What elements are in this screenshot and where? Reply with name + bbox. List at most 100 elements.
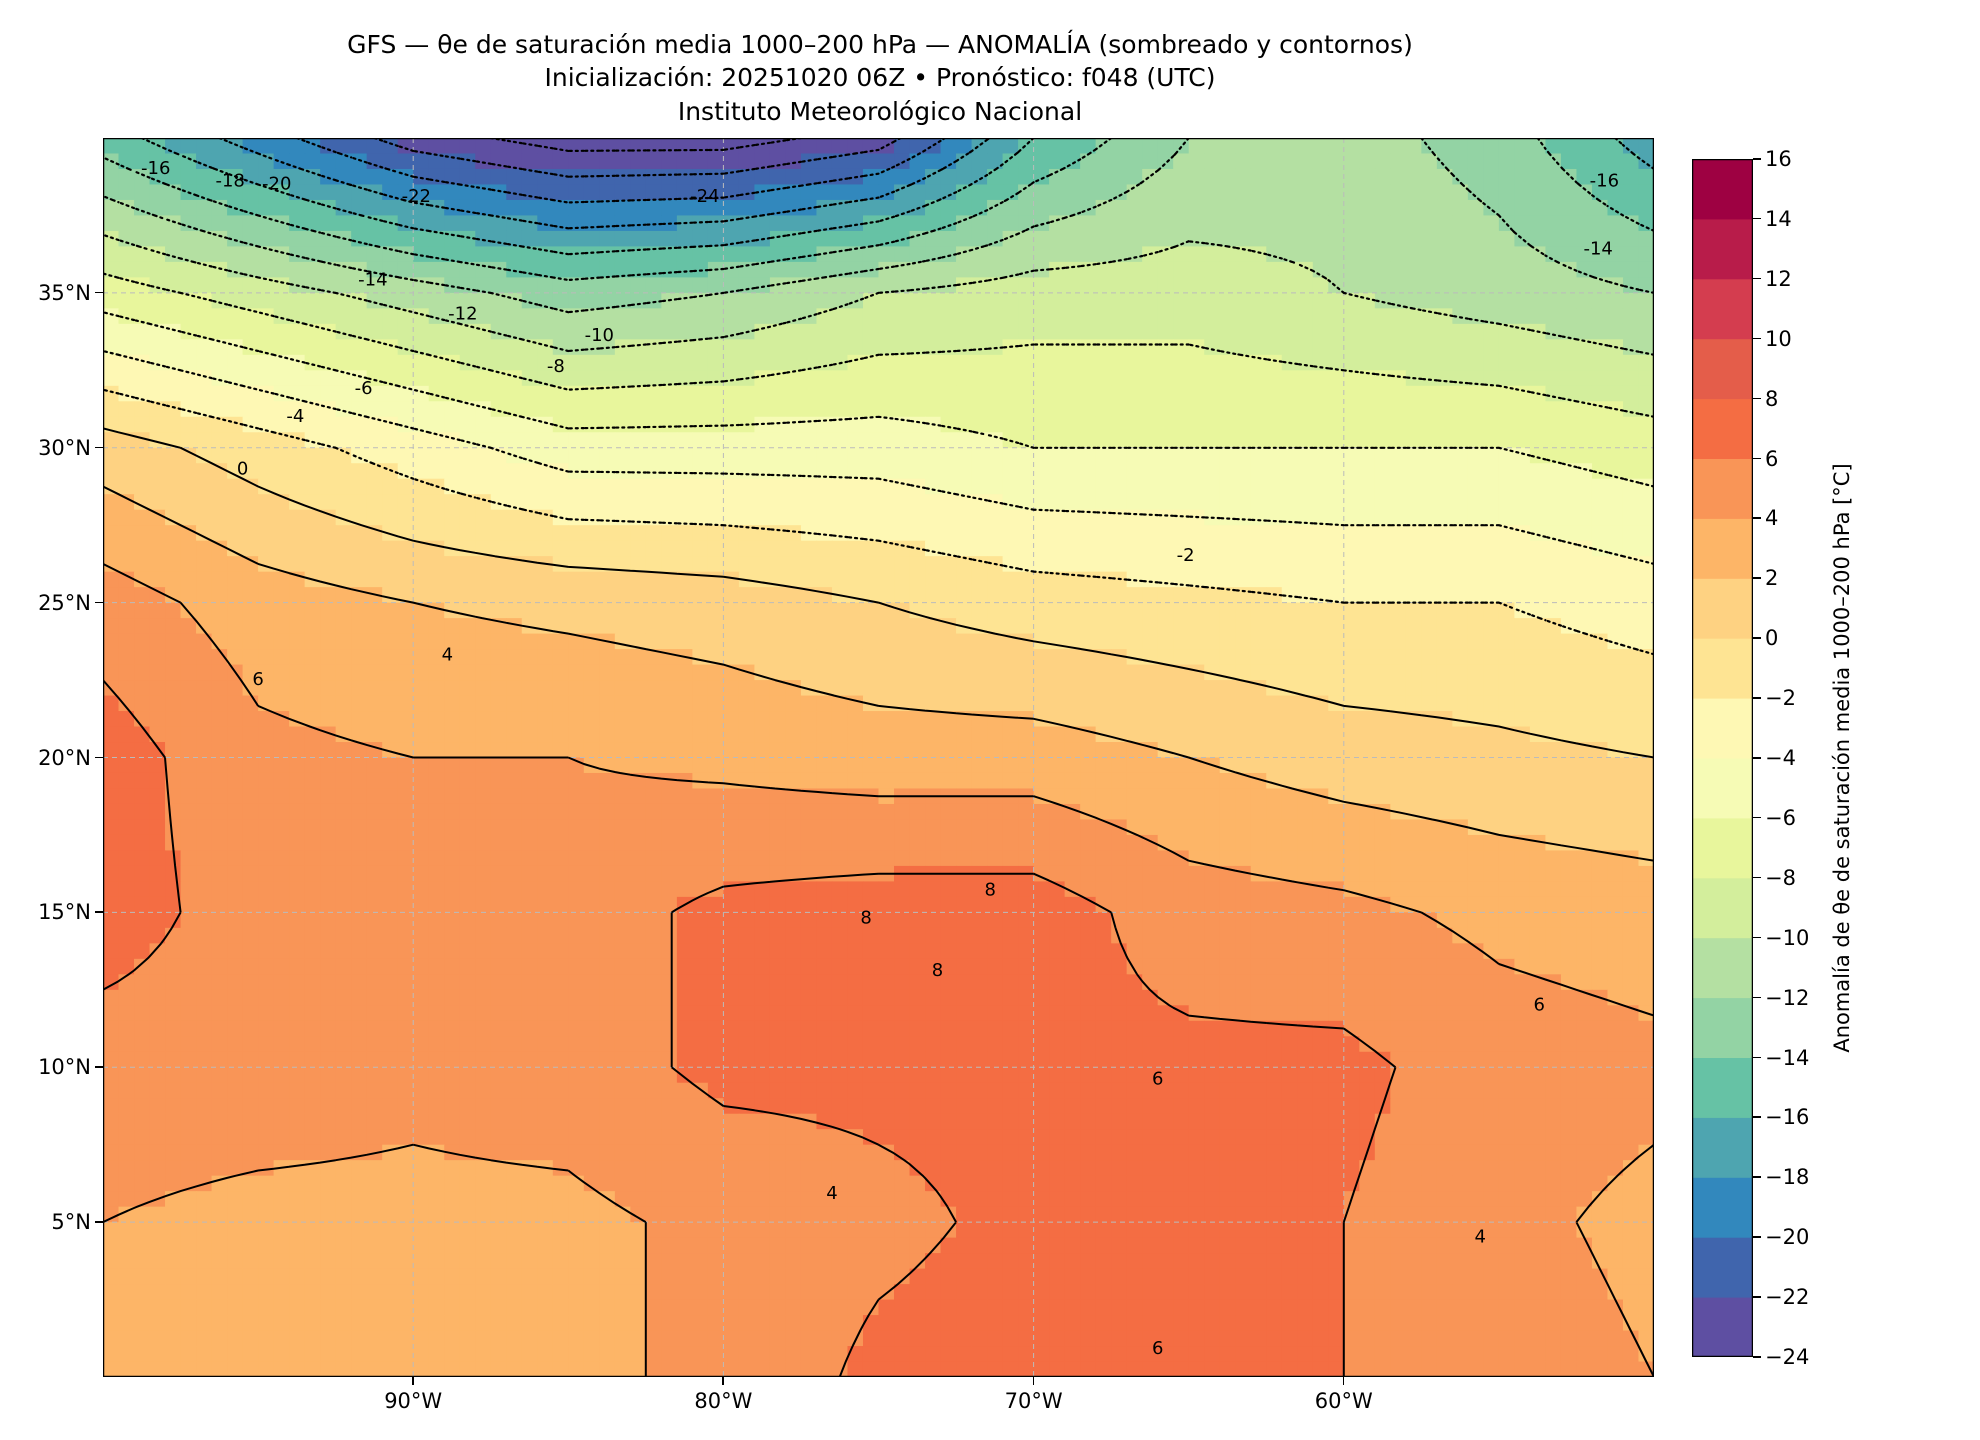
field-cell xyxy=(971,494,988,511)
field-cell xyxy=(428,587,445,604)
field-cell xyxy=(1390,757,1407,774)
field-cell xyxy=(1188,556,1205,573)
field-cell xyxy=(909,261,926,278)
field-cell xyxy=(816,865,833,882)
field-cell xyxy=(1002,277,1019,294)
field-cell xyxy=(925,246,942,263)
field-cell xyxy=(894,184,911,201)
field-cell xyxy=(506,478,523,495)
field-cell xyxy=(1049,323,1066,340)
field-cell xyxy=(1250,881,1267,898)
field-cell xyxy=(397,680,414,697)
field-cell xyxy=(785,339,802,356)
field-cell xyxy=(1080,292,1097,309)
field-cell xyxy=(118,834,135,852)
field-cell xyxy=(1173,587,1190,604)
field-cell xyxy=(521,757,538,774)
field-cell xyxy=(1607,153,1624,170)
field-cell xyxy=(1328,447,1345,464)
field-cell xyxy=(180,742,197,759)
field-cell xyxy=(1312,757,1329,774)
field-cell xyxy=(1095,602,1112,619)
field-cell xyxy=(1529,556,1547,573)
field-cell xyxy=(1111,680,1128,697)
field-cell xyxy=(335,153,352,170)
field-cell xyxy=(676,509,693,526)
field-cell xyxy=(1343,633,1360,650)
field-cell xyxy=(475,819,492,836)
field-cell xyxy=(1080,509,1097,526)
field-cell xyxy=(552,168,569,186)
field-cell xyxy=(1638,587,1654,604)
field-cell xyxy=(894,850,911,867)
field-cell xyxy=(583,649,600,666)
field-cell xyxy=(1529,509,1547,526)
field-cell xyxy=(661,478,678,495)
field-cell xyxy=(940,726,957,743)
field-cell xyxy=(1033,571,1050,588)
field-cell xyxy=(1235,788,1252,805)
field-cell xyxy=(909,525,926,542)
field-cell xyxy=(289,153,306,170)
field-cell xyxy=(289,292,306,309)
field-cell xyxy=(521,819,538,836)
field-cell xyxy=(320,339,337,356)
field-cell xyxy=(428,757,445,774)
field-cell xyxy=(506,819,523,836)
field-cell xyxy=(475,834,492,852)
field-cell xyxy=(630,509,647,526)
field-cell xyxy=(1188,199,1205,217)
field-cell xyxy=(1374,432,1391,449)
field-cell xyxy=(475,277,492,294)
field-cell xyxy=(816,509,833,526)
field-cell xyxy=(956,571,973,588)
field-cell xyxy=(1529,184,1547,201)
field-cell xyxy=(1188,463,1205,480)
field-cell xyxy=(1297,401,1314,418)
field-cell xyxy=(1576,478,1593,495)
field-cell xyxy=(1622,587,1640,604)
field-cell xyxy=(1266,633,1283,650)
field-cell xyxy=(1405,246,1422,263)
field-cell xyxy=(1080,339,1097,356)
field-cell xyxy=(428,153,445,170)
field-cell xyxy=(661,896,678,913)
field-cell xyxy=(1312,261,1329,278)
field-cell xyxy=(1452,277,1469,294)
field-cell xyxy=(428,772,445,790)
field-cell xyxy=(304,757,321,774)
field-cell xyxy=(630,277,647,294)
field-cell xyxy=(1545,478,1562,495)
field-cell xyxy=(1219,153,1236,170)
field-cell xyxy=(568,277,585,294)
field-cell xyxy=(1576,370,1593,387)
field-cell xyxy=(816,896,833,913)
field-cell xyxy=(1452,649,1469,666)
field-cell xyxy=(1483,138,1500,155)
field-cell xyxy=(1033,308,1050,325)
field-cell xyxy=(1622,695,1640,712)
field-cell xyxy=(1250,525,1267,542)
field-cell xyxy=(211,199,228,217)
field-cell xyxy=(1312,292,1329,309)
field-cell xyxy=(1390,525,1407,542)
field-cell xyxy=(987,896,1004,913)
field-cell xyxy=(1188,602,1205,619)
field-cell xyxy=(909,168,926,186)
field-cell xyxy=(940,385,957,402)
field-cell xyxy=(1064,354,1081,371)
field-cell xyxy=(552,138,569,155)
field-cell xyxy=(1018,896,1035,913)
field-cell xyxy=(118,230,135,248)
field-cell xyxy=(1080,819,1097,836)
field-cell xyxy=(1436,525,1453,542)
field-cell xyxy=(1157,292,1174,309)
field-cell xyxy=(273,339,290,356)
field-cell xyxy=(242,339,259,356)
field-cell xyxy=(1374,277,1391,294)
field-cell xyxy=(134,757,151,774)
field-cell xyxy=(506,803,523,821)
field-cell xyxy=(723,463,740,480)
field-cell xyxy=(351,509,368,526)
field-cell xyxy=(692,184,709,201)
